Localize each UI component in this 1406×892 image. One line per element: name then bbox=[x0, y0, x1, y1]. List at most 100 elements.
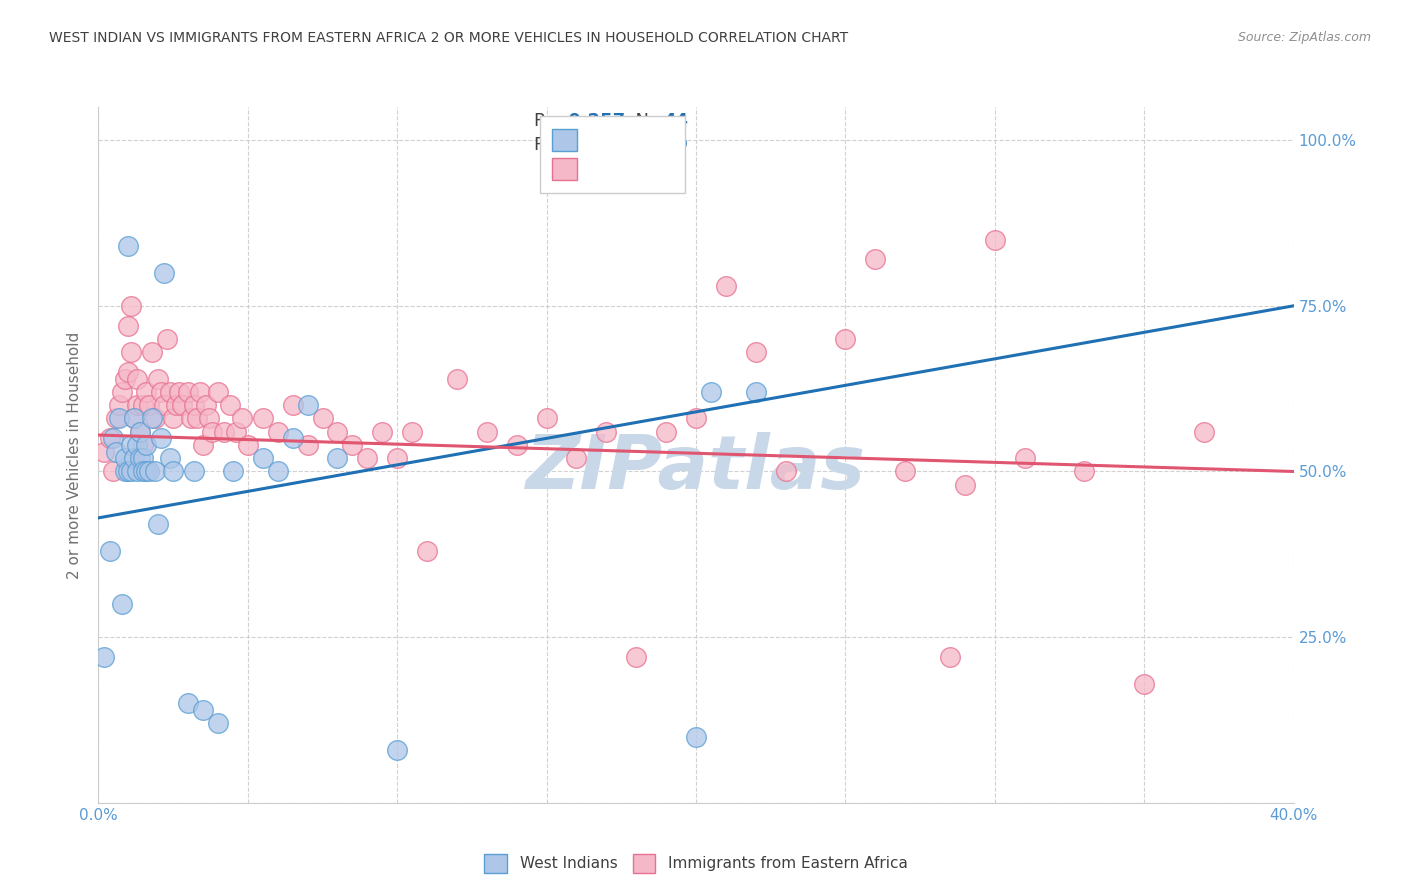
Point bbox=[127, 398, 149, 412]
Point bbox=[685, 411, 707, 425]
Point bbox=[1073, 465, 1095, 479]
Point bbox=[129, 425, 152, 439]
Point bbox=[506, 438, 529, 452]
Point bbox=[834, 332, 856, 346]
Text: WEST INDIAN VS IMMIGRANTS FROM EASTERN AFRICA 2 OR MORE VEHICLES IN HOUSEHOLD CO: WEST INDIAN VS IMMIGRANTS FROM EASTERN A… bbox=[49, 31, 848, 45]
Point bbox=[401, 425, 423, 439]
Point bbox=[416, 544, 439, 558]
Point bbox=[148, 517, 170, 532]
Point bbox=[108, 398, 131, 412]
Point bbox=[132, 451, 155, 466]
Point bbox=[595, 425, 617, 439]
Point bbox=[129, 451, 152, 466]
Point bbox=[385, 451, 409, 466]
Point bbox=[342, 438, 364, 452]
Point bbox=[371, 425, 394, 439]
Point bbox=[114, 465, 136, 479]
Point bbox=[183, 398, 205, 412]
Point bbox=[297, 438, 319, 452]
Point bbox=[212, 425, 235, 439]
Point bbox=[153, 398, 176, 412]
Point bbox=[117, 239, 139, 253]
Point bbox=[120, 345, 142, 359]
Point bbox=[745, 384, 768, 399]
Point bbox=[156, 332, 179, 346]
Point bbox=[281, 398, 304, 412]
Point bbox=[129, 425, 152, 439]
Point bbox=[162, 411, 184, 425]
Point bbox=[165, 398, 187, 412]
Point bbox=[153, 266, 176, 280]
Point bbox=[148, 372, 170, 386]
Text: -0.083: -0.083 bbox=[562, 136, 627, 153]
Point bbox=[714, 279, 737, 293]
Point bbox=[132, 438, 155, 452]
Point bbox=[939, 650, 962, 665]
Point bbox=[1192, 425, 1215, 439]
Y-axis label: 2 or more Vehicles in Household: 2 or more Vehicles in Household bbox=[67, 331, 83, 579]
Text: 79: 79 bbox=[664, 136, 689, 153]
Point bbox=[135, 465, 157, 479]
Text: R =: R = bbox=[534, 136, 574, 153]
Point bbox=[138, 398, 160, 412]
Point bbox=[188, 384, 211, 399]
Point bbox=[117, 465, 139, 479]
Point bbox=[143, 411, 166, 425]
Point bbox=[105, 444, 128, 458]
Point bbox=[114, 372, 136, 386]
Point bbox=[162, 465, 184, 479]
Point bbox=[198, 411, 221, 425]
Point bbox=[135, 438, 157, 452]
Point bbox=[267, 465, 290, 479]
Point bbox=[186, 411, 208, 425]
Point bbox=[183, 465, 205, 479]
Point bbox=[117, 318, 139, 333]
Point bbox=[225, 425, 247, 439]
Point bbox=[127, 438, 149, 452]
Point bbox=[135, 384, 157, 399]
Text: R =: R = bbox=[534, 112, 574, 129]
Point bbox=[93, 650, 115, 665]
Point bbox=[219, 398, 242, 412]
Text: N =: N = bbox=[624, 112, 676, 129]
Point bbox=[150, 431, 173, 445]
Point bbox=[685, 730, 707, 744]
Point bbox=[141, 345, 163, 359]
Point bbox=[655, 425, 678, 439]
Text: Source: ZipAtlas.com: Source: ZipAtlas.com bbox=[1237, 31, 1371, 45]
Point bbox=[700, 384, 723, 399]
Point bbox=[745, 345, 768, 359]
Point bbox=[1133, 676, 1156, 690]
Point bbox=[297, 398, 319, 412]
Point bbox=[150, 384, 173, 399]
Point bbox=[231, 411, 253, 425]
Point bbox=[446, 372, 468, 386]
Point bbox=[565, 451, 588, 466]
Point bbox=[894, 465, 917, 479]
Point bbox=[953, 477, 976, 491]
Point bbox=[252, 411, 274, 425]
Point bbox=[120, 438, 142, 452]
Point bbox=[98, 431, 122, 445]
Point bbox=[236, 438, 259, 452]
Point bbox=[385, 743, 409, 757]
Point bbox=[195, 398, 218, 412]
Point bbox=[207, 716, 229, 731]
Point bbox=[326, 451, 349, 466]
Point bbox=[120, 299, 142, 313]
Point bbox=[93, 444, 115, 458]
Point bbox=[281, 431, 304, 445]
Point bbox=[132, 465, 155, 479]
Point bbox=[111, 597, 134, 611]
Point bbox=[252, 451, 274, 466]
Point bbox=[311, 411, 333, 425]
Point bbox=[103, 465, 125, 479]
Point bbox=[222, 465, 245, 479]
Point bbox=[177, 384, 200, 399]
Text: N =: N = bbox=[624, 136, 676, 153]
Legend: West Indians, Immigrants from Eastern Africa: West Indians, Immigrants from Eastern Af… bbox=[478, 847, 914, 879]
Point bbox=[159, 451, 181, 466]
Point bbox=[105, 411, 128, 425]
Point bbox=[1014, 451, 1036, 466]
Point bbox=[114, 451, 136, 466]
